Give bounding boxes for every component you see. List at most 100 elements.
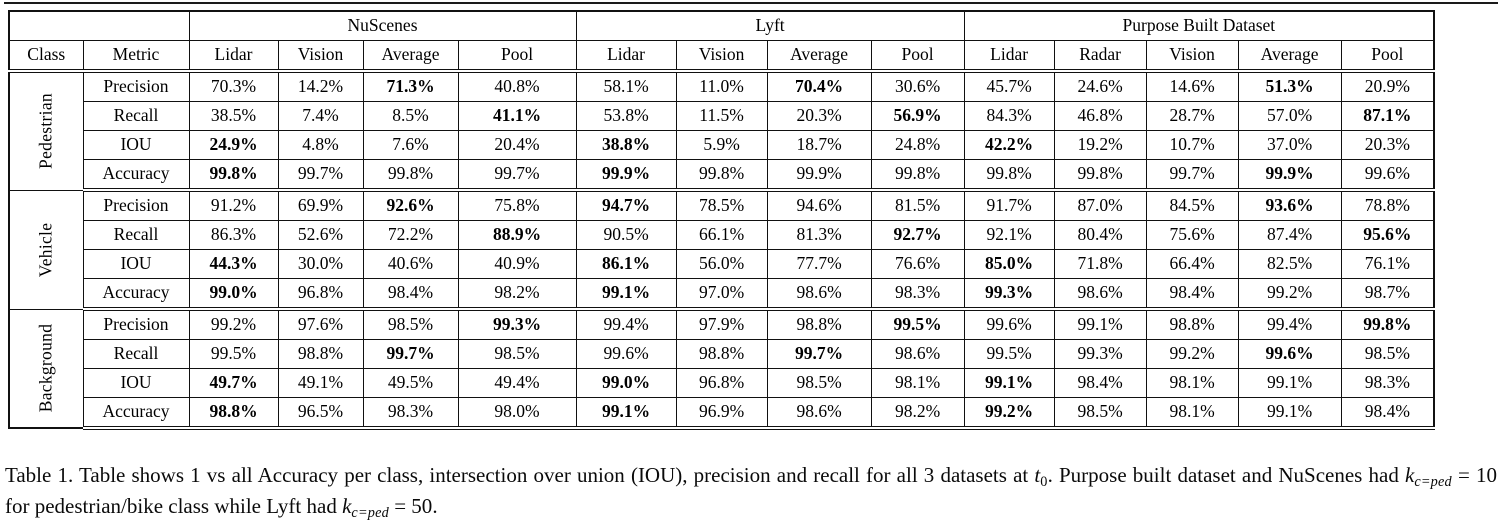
value-cell: 99.8% [870,159,965,192]
table-row: Pedestrian Precision 70.3% 14.2% 71.3% 40.8% 5… [8,70,1435,191]
value-cell: 78.8% [1340,189,1435,221]
value-cell: 24.9% [188,130,279,160]
value-cell: 99.6% [963,308,1055,340]
table-row: IOU 24.9% 4.8% 7.6% 20.4% 38.8% 5.9% 18.7% 24.8%… [9,130,1435,160]
value-cell: 99.8% [1053,159,1147,192]
value-cell: 98.4% [1145,278,1239,311]
value-cell: 51.3% [1237,70,1342,102]
value-cell: 53.8% [575,101,677,131]
value-cell: 90.5% [575,220,677,250]
value-cell: 99.5% [870,308,965,340]
value-cell: 45.7% [963,70,1055,102]
math-equals-50: = 50 [388,494,433,519]
value-cell: 24.6% [1053,70,1147,102]
table-row: IOU 44.3% 30.0% 40.6% 40.9% 86.1% 56.0% 77.7% 76… [9,249,1435,279]
metric-label: Recall [82,101,190,131]
value-cell: 56.9% [870,101,965,131]
value-cell: 72.2% [362,220,459,250]
value-cell: 11.5% [675,101,768,131]
math-k-subscript: c=ped [1414,473,1452,490]
value-cell: 24.8% [870,130,965,160]
table-body: Pedestrian Precision 70.3% 14.2% 71.3% 40.8% 5… [8,70,1435,430]
math-k-subscript: c=ped [351,505,389,522]
value-cell: 99.2% [1145,339,1239,369]
table-row: Background Precision 99.2% 97.6% 98.5% 99.3% 9… [8,308,1435,429]
header-lyft-pool: Pool [870,40,965,73]
value-cell: 98.5% [457,339,577,369]
value-cell: 99.8% [963,159,1055,192]
value-cell: 49.1% [277,368,364,398]
value-cell: 99.2% [1237,278,1342,311]
value-cell: 99.6% [1340,159,1435,192]
dataset-header-lyft: Lyft [575,10,965,41]
corner-cell [8,10,190,41]
value-cell: 84.5% [1145,189,1239,221]
value-cell: 10.7% [1145,130,1239,160]
value-cell: 99.3% [457,308,577,340]
value-cell: 99.1% [1053,308,1147,340]
value-cell: 28.7% [1145,101,1239,131]
metric-label: Accuracy [82,397,190,430]
value-cell: 76.1% [1340,249,1435,279]
header-lyft-average: Average [766,40,872,73]
value-cell: 98.6% [1053,278,1147,311]
header-nuscenes-vision: Vision [277,40,364,73]
value-cell: 77.7% [766,249,872,279]
value-cell: 98.8% [766,308,872,340]
value-cell: 97.9% [675,308,768,340]
value-cell: 81.5% [870,189,965,221]
value-cell: 38.5% [188,101,279,131]
value-cell: 99.9% [1237,159,1342,192]
value-cell: 99.6% [1237,339,1342,369]
value-cell: 93.6% [1237,189,1342,221]
value-cell: 69.9% [277,189,364,221]
value-cell: 99.8% [1340,308,1435,340]
value-cell: 99.1% [575,397,677,430]
value-cell: 99.0% [575,368,677,398]
value-cell: 11.0% [675,70,768,102]
value-cell: 98.6% [870,339,965,369]
header-pb-pool: Pool [1340,40,1435,73]
value-cell: 99.1% [963,368,1055,398]
value-cell: 87.0% [1053,189,1147,221]
value-cell: 97.0% [675,278,768,311]
value-cell: 99.0% [188,278,279,311]
value-cell: 78.5% [675,189,768,221]
value-cell: 71.8% [1053,249,1147,279]
value-cell: 99.1% [1237,397,1342,430]
header-pb-average: Average [1237,40,1342,73]
metric-label: Recall [82,220,190,250]
value-cell: 76.6% [870,249,965,279]
table-row: IOU 49.7% 49.1% 49.5% 49.4% 99.0% 96.8% 98.5% 98… [9,368,1435,398]
table-row: Accuracy 99.8% 99.7% 99.8% 99.7% 99.9% 99.8% 99… [9,159,1435,192]
value-cell: 91.2% [188,189,279,221]
value-cell: 81.3% [766,220,872,250]
value-cell: 99.8% [675,159,768,192]
value-cell: 84.3% [963,101,1055,131]
value-cell: 99.2% [963,397,1055,430]
value-cell: 98.3% [1340,368,1435,398]
table-row: Accuracy 98.8% 96.5% 98.3% 98.0% 99.1% 96.9% 98… [9,397,1435,430]
class-label-pedestrian: Pedestrian [8,70,84,191]
value-cell: 14.6% [1145,70,1239,102]
value-cell: 92.6% [362,189,459,221]
table-caption: Table 1. Table shows 1 vs all Accuracy p… [5,461,1497,524]
value-cell: 99.9% [766,159,872,192]
value-cell: 86.3% [188,220,279,250]
class-label-background: Background [8,308,84,429]
value-cell: 49.4% [457,368,577,398]
value-cell: 99.1% [575,278,677,311]
value-cell: 20.3% [766,101,872,131]
results-table: NuScenes Lyft Purpose Built Dataset Clas… [8,10,1436,430]
value-cell: 37.0% [1237,130,1342,160]
value-cell: 46.8% [1053,101,1147,131]
metric-label: IOU [82,249,190,279]
value-cell: 44.3% [188,249,279,279]
caption-text: Table 1. Table shows 1 vs all Accuracy p… [5,463,1035,487]
metric-label: IOU [82,368,190,398]
value-cell: 42.2% [963,130,1055,160]
table-row: Recall 38.5% 7.4% 8.5% 41.1% 53.8% 11.5% 20.3% 5… [9,101,1435,131]
value-cell: 82.5% [1237,249,1342,279]
caption-text: . [432,494,438,519]
value-cell: 99.7% [1145,159,1239,192]
